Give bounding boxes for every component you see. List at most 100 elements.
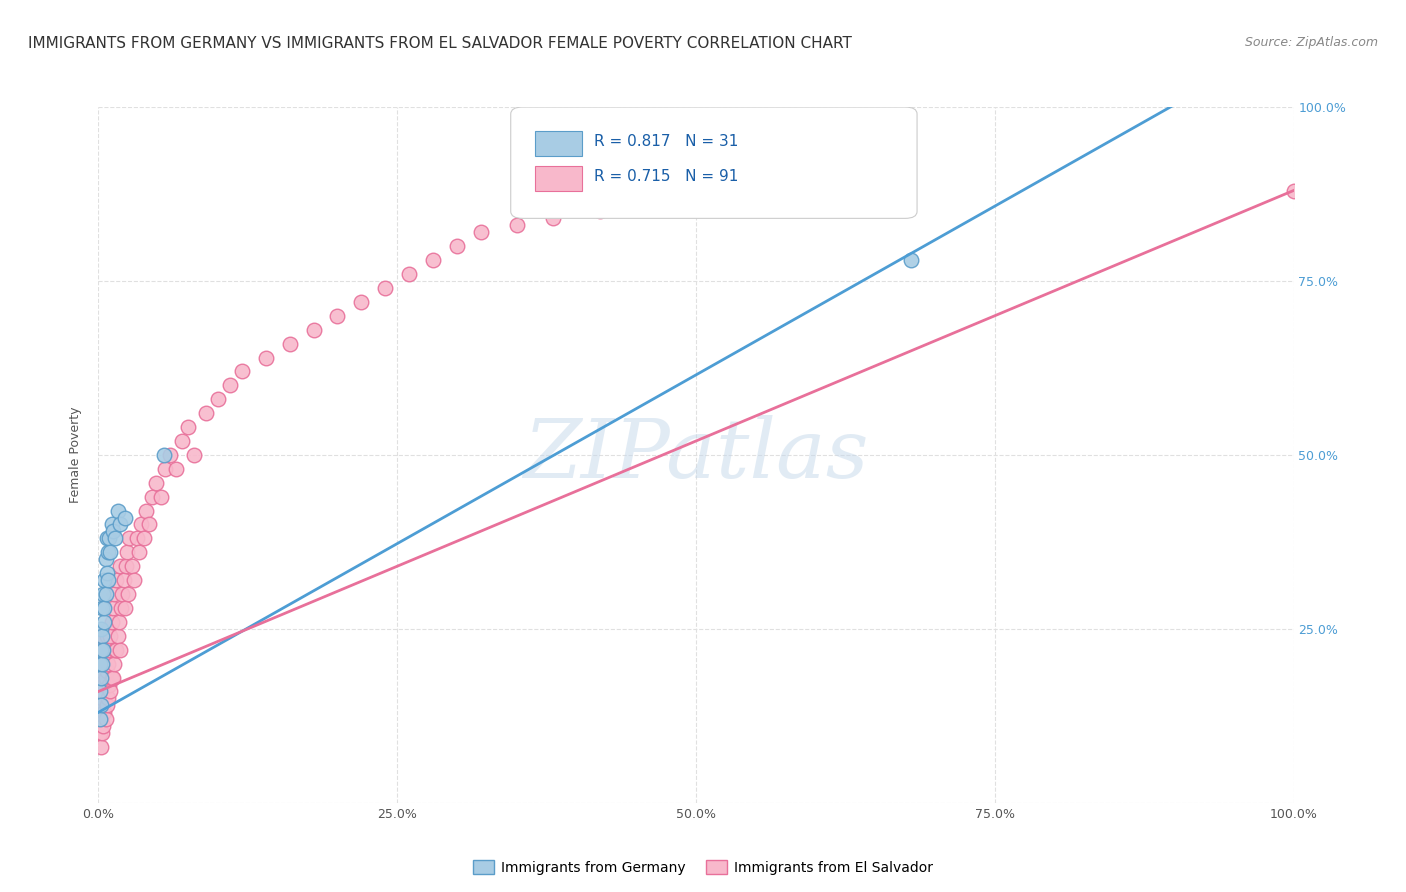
Point [107,629,129,643]
Point [159,448,181,462]
Point [91,664,114,678]
Point [254,351,277,365]
Point [350,294,373,309]
Point [91,587,114,601]
Point [90,698,112,713]
Point [104,532,127,546]
Point [93,706,115,720]
Point [141,490,163,504]
Point [97,545,120,559]
Point [91,642,114,657]
Point [231,364,253,378]
Point [135,503,157,517]
Point [91,636,114,650]
Point [89,671,111,685]
Point [91,684,114,698]
Point [177,420,200,434]
Point [98,629,122,643]
Text: ZIPatlas: ZIPatlas [523,415,869,495]
Point [94,671,117,685]
Point [90,740,112,755]
Point [90,712,112,726]
Point [153,448,176,462]
Point [89,642,111,657]
FancyBboxPatch shape [534,166,582,191]
Point [125,532,148,546]
Point [115,559,138,574]
Point [195,406,218,420]
Point [115,545,138,559]
Point [90,622,112,636]
Point [97,691,120,706]
Point [89,698,111,713]
Point [90,657,112,671]
Point [91,691,114,706]
Point [110,601,132,615]
Point [94,642,117,657]
Point [107,615,129,629]
Point [96,698,118,713]
Point [155,462,177,476]
Point [165,462,187,476]
Point [278,336,301,351]
Point [105,642,128,657]
Point [374,281,396,295]
Point [93,642,115,657]
Point [900,253,922,268]
Point [96,566,118,581]
Point [101,601,124,615]
Point [302,323,325,337]
Point [91,629,114,643]
Point [98,642,121,657]
Point [111,587,134,601]
Legend: Immigrants from Germany, Immigrants from El Salvador: Immigrants from Germany, Immigrants from… [467,855,939,880]
Point [132,532,155,546]
Point [131,517,153,532]
Point [685,190,707,204]
Point [96,532,118,546]
Point [93,677,115,691]
Point [219,378,242,392]
Point [101,524,124,539]
Point [207,392,229,407]
Point [91,657,114,671]
Point [91,629,114,643]
Point [183,448,205,462]
Point [100,517,122,532]
Point [94,552,117,566]
Point [93,601,115,615]
Point [149,490,172,504]
Point [326,309,349,323]
Point [94,712,117,726]
Point [117,587,139,601]
Point [128,545,150,559]
Point [89,684,111,698]
Point [91,726,114,740]
Point [104,642,127,657]
Point [114,510,136,524]
Point [97,622,120,636]
Point [114,601,136,615]
Point [112,573,135,587]
Point [398,267,420,281]
Point [589,204,612,219]
Point [89,726,111,740]
Point [89,657,111,671]
Point [138,517,160,532]
Point [90,629,112,643]
Point [94,587,117,601]
Text: R = 0.715   N = 91: R = 0.715 N = 91 [595,169,738,184]
Text: R = 0.817   N = 31: R = 0.817 N = 31 [595,135,738,149]
Point [97,573,120,587]
Point [90,684,112,698]
Y-axis label: Female Poverty: Female Poverty [69,407,83,503]
Point [101,671,124,685]
Point [93,573,115,587]
Text: IMMIGRANTS FROM GERMANY VS IMMIGRANTS FROM EL SALVADOR FEMALE POVERTY CORRELATIO: IMMIGRANTS FROM GERMANY VS IMMIGRANTS FR… [28,36,852,51]
Point [1282,184,1305,198]
Point [91,719,114,733]
Point [107,503,129,517]
Point [98,677,121,691]
Point [91,657,114,671]
Point [89,712,111,726]
